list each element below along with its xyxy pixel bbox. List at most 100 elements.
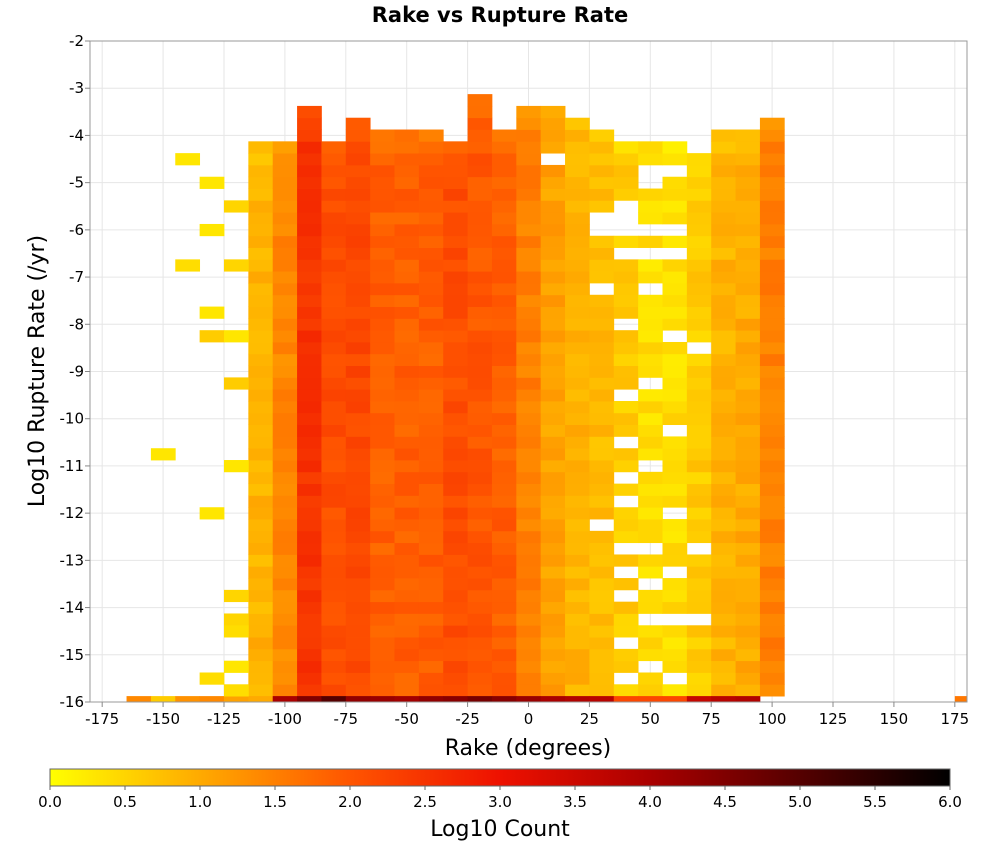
heatmap-cell — [467, 365, 493, 378]
heatmap-cell — [491, 282, 517, 296]
heatmap-cell — [711, 625, 736, 638]
heatmap-cell — [345, 176, 371, 189]
heatmap-cell — [516, 401, 542, 414]
heatmap-cell — [345, 401, 371, 414]
heatmap-cell — [491, 554, 517, 567]
heatmap-cell — [686, 223, 712, 237]
heatmap-cell — [759, 235, 785, 248]
heatmap-cell — [370, 223, 395, 237]
heatmap-cell — [223, 259, 249, 272]
heatmap-cell — [638, 341, 663, 355]
heatmap-cell — [321, 483, 347, 496]
heatmap-cell — [662, 259, 688, 272]
heatmap-cell — [491, 401, 517, 414]
heatmap-cell — [370, 507, 395, 520]
x-tick-label: 75 — [702, 710, 721, 728]
heatmap-cell — [418, 684, 444, 697]
heatmap-cell — [272, 294, 298, 307]
heatmap-cell — [321, 460, 347, 473]
heatmap-cell — [759, 460, 785, 473]
heatmap-cell — [418, 223, 444, 237]
x-tick-label: -125 — [207, 710, 241, 728]
heatmap-cell — [759, 672, 785, 685]
heatmap-cell — [248, 613, 274, 626]
heatmap-cell — [638, 141, 663, 154]
heatmap-cell — [491, 578, 517, 591]
heatmap-cell — [321, 318, 347, 331]
heatmap-cell — [759, 306, 785, 319]
heatmap-cell — [565, 259, 590, 272]
heatmap-cell — [370, 660, 395, 673]
heatmap-cell — [735, 460, 761, 473]
heatmap-cell — [735, 389, 761, 402]
heatmap-cell — [565, 448, 590, 461]
heatmap-cell — [272, 377, 298, 390]
heatmap-cell — [491, 188, 517, 201]
heatmap-cell — [638, 519, 663, 532]
heatmap-cell — [467, 424, 493, 437]
heatmap-cell — [638, 365, 663, 378]
heatmap-cell — [613, 519, 639, 532]
heatmap-cell — [686, 436, 712, 449]
heatmap-cell — [297, 294, 322, 307]
heatmap-cell — [345, 684, 371, 697]
heatmap-cell — [613, 554, 639, 567]
heatmap-cell — [321, 448, 347, 461]
heatmap-cell — [370, 200, 395, 213]
heatmap-cell — [516, 200, 542, 213]
heatmap-cell — [662, 341, 688, 355]
heatmap-cell — [272, 530, 298, 544]
heatmap-cell — [491, 365, 517, 378]
heatmap-cell — [467, 247, 493, 260]
heatmap-cell — [345, 696, 371, 703]
heatmap-cell — [223, 200, 249, 213]
y-tick-label: -13 — [60, 551, 85, 569]
heatmap-cell — [516, 365, 542, 378]
heatmap-cell — [248, 448, 274, 461]
heatmap-cell — [443, 306, 468, 319]
heatmap-cell — [345, 471, 371, 485]
heatmap-cell — [735, 436, 761, 449]
heatmap-cell — [540, 129, 566, 142]
heatmap-cell — [467, 164, 493, 178]
heatmap-cell — [223, 613, 249, 626]
heatmap-cell — [272, 259, 298, 272]
heatmap-cell — [540, 176, 566, 189]
heatmap-cell — [516, 554, 542, 567]
heatmap-cell — [516, 377, 542, 390]
heatmap-cell — [321, 212, 347, 225]
heatmap-cell — [516, 696, 542, 703]
heatmap-cell — [662, 460, 688, 473]
heatmap-cell — [272, 412, 298, 426]
colorbar-tick-label: 0.5 — [113, 793, 137, 811]
heatmap-cell — [370, 153, 395, 166]
heatmap-cell — [613, 341, 639, 355]
heatmap-cell — [516, 164, 542, 178]
heatmap-cell — [686, 648, 712, 662]
heatmap-cell — [565, 471, 590, 485]
heatmap-cell — [467, 306, 493, 319]
heatmap-cell — [394, 436, 420, 449]
heatmap-cell — [735, 637, 761, 650]
heatmap-cell — [759, 530, 785, 544]
heatmap-cell — [443, 282, 468, 296]
heatmap-cell — [589, 578, 615, 591]
heatmap-cell — [297, 589, 322, 603]
heatmap-cell — [199, 507, 225, 520]
heatmap-cell — [467, 554, 493, 567]
heatmap-cell — [516, 684, 542, 697]
heatmap-cell — [613, 648, 639, 662]
heatmap-cell — [686, 448, 712, 461]
heatmap-cell — [662, 519, 688, 532]
heatmap-cell — [759, 212, 785, 225]
heatmap-cell — [662, 401, 688, 414]
heatmap-cell — [467, 188, 493, 201]
heatmap-cell — [467, 235, 493, 248]
x-tick-label: -25 — [455, 710, 480, 728]
x-axis-label: Rake (degrees) — [445, 736, 612, 761]
heatmap-cell — [443, 660, 468, 673]
heatmap-cell — [516, 318, 542, 331]
heatmap-cell — [759, 554, 785, 567]
heatmap-cell — [297, 448, 322, 461]
heatmap-cell — [735, 519, 761, 532]
